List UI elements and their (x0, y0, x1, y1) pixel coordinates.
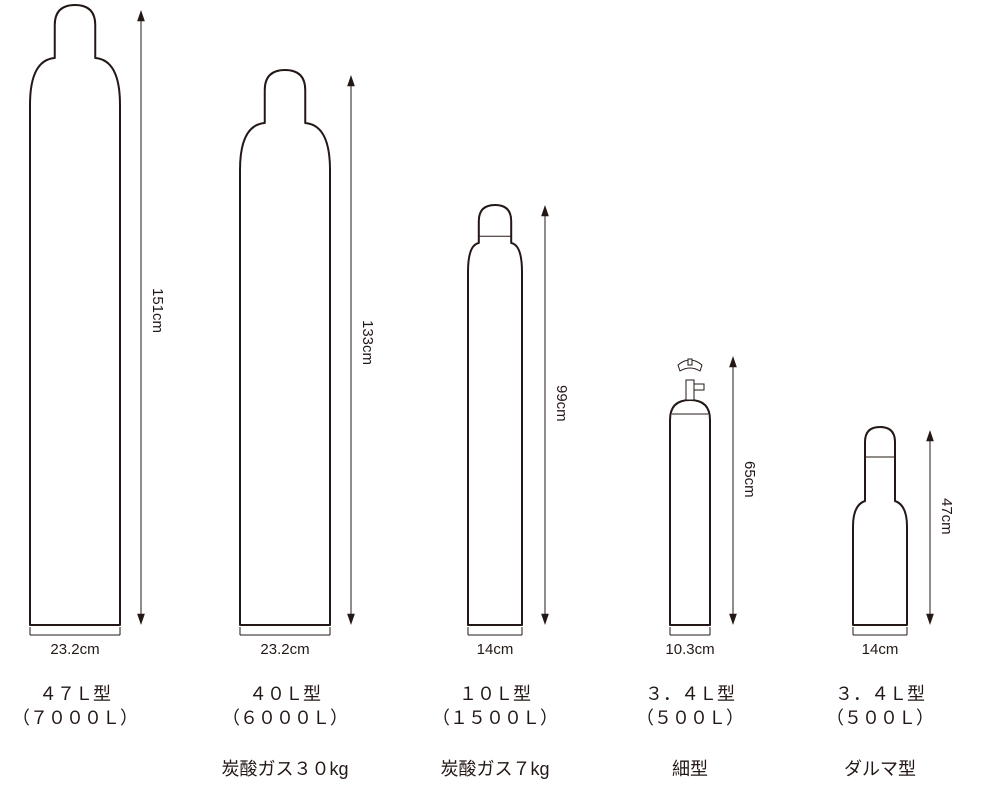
width-dim-c3: 14cm (465, 641, 525, 658)
subtitle-c3: 炭酸ガス７kg (405, 755, 585, 781)
title2-c4: （５００Ｌ） (610, 704, 770, 730)
title2-c3: （１５００Ｌ） (415, 704, 575, 730)
title1-c2: ４０Ｌ型 (205, 680, 365, 706)
subtitle-c5: ダルマ型 (790, 755, 970, 781)
diagram-canvas: 151cm 23.2cm ４７Ｌ型（７０００Ｌ） 133cm 23.2cm ４０Ｌ型（６０… (0, 0, 991, 793)
height-dim-c5: 47cm (938, 498, 955, 535)
height-dim-c1: 151cm (149, 288, 166, 333)
title2-c5: （５００Ｌ） (800, 704, 960, 730)
svg-layer (0, 0, 991, 793)
title1-c5: ３．４Ｌ型 (800, 680, 960, 706)
title2-c2: （６０００Ｌ） (205, 704, 365, 730)
width-dim-c2: 23.2cm (255, 641, 315, 658)
width-dim-c1: 23.2cm (45, 641, 105, 658)
title2-c1: （７０００Ｌ） (0, 704, 155, 730)
title1-c4: ３．４Ｌ型 (610, 680, 770, 706)
height-dim-c2: 133cm (359, 320, 376, 365)
height-dim-c3: 99cm (553, 385, 570, 422)
subtitle-c2: 炭酸ガス３０kg (195, 755, 375, 781)
height-dim-c4: 65cm (741, 461, 758, 498)
width-dim-c5: 14cm (850, 641, 910, 658)
subtitle-c4: 細型 (600, 755, 780, 781)
title1-c3: １０Ｌ型 (415, 680, 575, 706)
width-dim-c4: 10.3cm (660, 641, 720, 658)
title1-c1: ４７Ｌ型 (0, 680, 155, 706)
